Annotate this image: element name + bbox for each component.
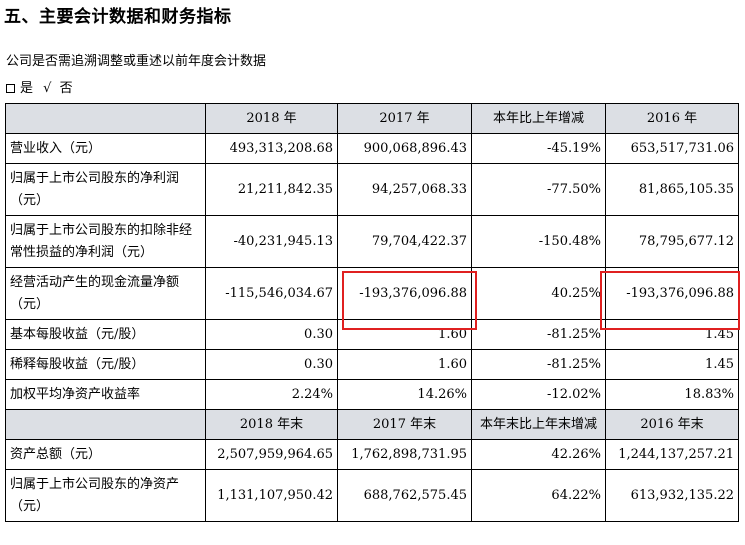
value-2017: 1.60 bbox=[337, 319, 472, 350]
row-label: 稀释每股收益（元/股） bbox=[5, 349, 206, 380]
answer-yes: 是 bbox=[20, 81, 34, 96]
value-2016: 613,932,135.22 bbox=[605, 469, 739, 522]
row-label: 经营活动产生的现金流量净额（元） bbox=[5, 267, 206, 320]
highlight-box-2016-cashflow bbox=[600, 271, 740, 330]
header-change: 本年比上年增减 bbox=[471, 103, 606, 134]
value-change: 40.25% bbox=[471, 267, 606, 320]
row-label: 归属于上市公司股东的净资产（元） bbox=[5, 469, 206, 522]
header-row: 2018 年 2017 年 本年比上年增减 2016 年 bbox=[5, 103, 739, 134]
value-2016: 1.45 bbox=[605, 319, 739, 350]
table-row: 稀释每股收益（元/股） 0.30 1.60 -81.25% 1.45 bbox=[5, 349, 739, 380]
header-2018: 2018 年 bbox=[205, 103, 338, 134]
unchecked-box-icon bbox=[6, 84, 15, 93]
value-change: 42.26% bbox=[471, 439, 606, 470]
header-2016-end: 2016 年末 bbox=[605, 409, 739, 440]
value-2017: -193,376,096.88 bbox=[337, 267, 472, 320]
financial-indicators-table: 2018 年 2017 年 本年比上年增减 2016 年 营业收入（元） 493… bbox=[5, 103, 739, 522]
value-2016: 1.45 bbox=[605, 349, 739, 380]
header-2017: 2017 年 bbox=[337, 103, 472, 134]
value-2017: 1,762,898,731.95 bbox=[337, 439, 472, 470]
highlight-box-2017-cashflow bbox=[342, 271, 477, 330]
value-2018: -115,546,034.67 bbox=[205, 267, 338, 320]
value-change: -12.02% bbox=[471, 379, 606, 410]
header-change-end: 本年末比上年末增减 bbox=[471, 409, 606, 440]
table-row: 归属于上市公司股东的净利润（元） 21,211,842.35 94,257,06… bbox=[5, 163, 739, 216]
restatement-answer: 是 √ 否 bbox=[6, 77, 73, 96]
header-row-yearend: 2018 年末 2017 年末 本年末比上年末增减 2016 年末 bbox=[5, 409, 739, 440]
row-label: 基本每股收益（元/股） bbox=[5, 319, 206, 350]
row-label: 加权平均净资产收益率 bbox=[5, 379, 206, 410]
value-2016: 1,244,137,257.21 bbox=[605, 439, 739, 470]
header-2017-end: 2017 年末 bbox=[337, 409, 472, 440]
value-2018: 2,507,959,964.65 bbox=[205, 439, 338, 470]
value-2018: -40,231,945.13 bbox=[205, 215, 338, 268]
table-row: 加权平均净资产收益率 2.24% 14.26% -12.02% 18.83% bbox=[5, 379, 739, 410]
value-change: -81.25% bbox=[471, 349, 606, 380]
value-2016: 78,795,677.12 bbox=[605, 215, 739, 268]
check-mark: √ bbox=[43, 81, 52, 96]
value-2018: 493,313,208.68 bbox=[205, 133, 338, 164]
value-2017: 14.26% bbox=[337, 379, 472, 410]
table-row: 资产总额（元） 2,507,959,964.65 1,762,898,731.9… bbox=[5, 439, 739, 470]
value-change: -81.25% bbox=[471, 319, 606, 350]
header-2016: 2016 年 bbox=[605, 103, 739, 134]
value-change: -45.19% bbox=[471, 133, 606, 164]
section-title: 五、主要会计数据和财务指标 bbox=[4, 7, 232, 27]
row-label: 资产总额（元） bbox=[5, 439, 206, 470]
value-2018: 2.24% bbox=[205, 379, 338, 410]
value-2017: 79,704,422.37 bbox=[337, 215, 472, 268]
value-2017: 688,762,575.45 bbox=[337, 469, 472, 522]
value-2018: 0.30 bbox=[205, 349, 338, 380]
header-2018-end: 2018 年末 bbox=[205, 409, 338, 440]
table-row: 营业收入（元） 493,313,208.68 900,068,896.43 -4… bbox=[5, 133, 739, 164]
value-2017: 1.60 bbox=[337, 349, 472, 380]
value-change: -150.48% bbox=[471, 215, 606, 268]
value-2018: 21,211,842.35 bbox=[205, 163, 338, 216]
value-2017: 94,257,068.33 bbox=[337, 163, 472, 216]
table-row: 归属于上市公司股东的扣除非经常性损益的净利润（元） -40,231,945.13… bbox=[5, 215, 739, 268]
value-2017: 900,068,896.43 bbox=[337, 133, 472, 164]
table-row: 经营活动产生的现金流量净额（元） -115,546,034.67 -193,37… bbox=[5, 267, 739, 320]
restatement-question: 公司是否需追溯调整或重述以前年度会计数据 bbox=[6, 54, 267, 69]
value-2016: 653,517,731.06 bbox=[605, 133, 739, 164]
answer-no: 否 bbox=[59, 81, 73, 96]
header-blank bbox=[5, 103, 206, 134]
row-label: 营业收入（元） bbox=[5, 133, 206, 164]
value-change: -77.50% bbox=[471, 163, 606, 216]
row-label: 归属于上市公司股东的扣除非经常性损益的净利润（元） bbox=[5, 215, 206, 268]
value-2016: 81,865,105.35 bbox=[605, 163, 739, 216]
header-blank bbox=[5, 409, 206, 440]
value-2016: 18.83% bbox=[605, 379, 739, 410]
value-2018: 1,131,107,950.42 bbox=[205, 469, 338, 522]
row-label: 归属于上市公司股东的净利润（元） bbox=[5, 163, 206, 216]
table-row: 归属于上市公司股东的净资产（元） 1,131,107,950.42 688,76… bbox=[5, 469, 739, 522]
value-change: 64.22% bbox=[471, 469, 606, 522]
value-2018: 0.30 bbox=[205, 319, 338, 350]
